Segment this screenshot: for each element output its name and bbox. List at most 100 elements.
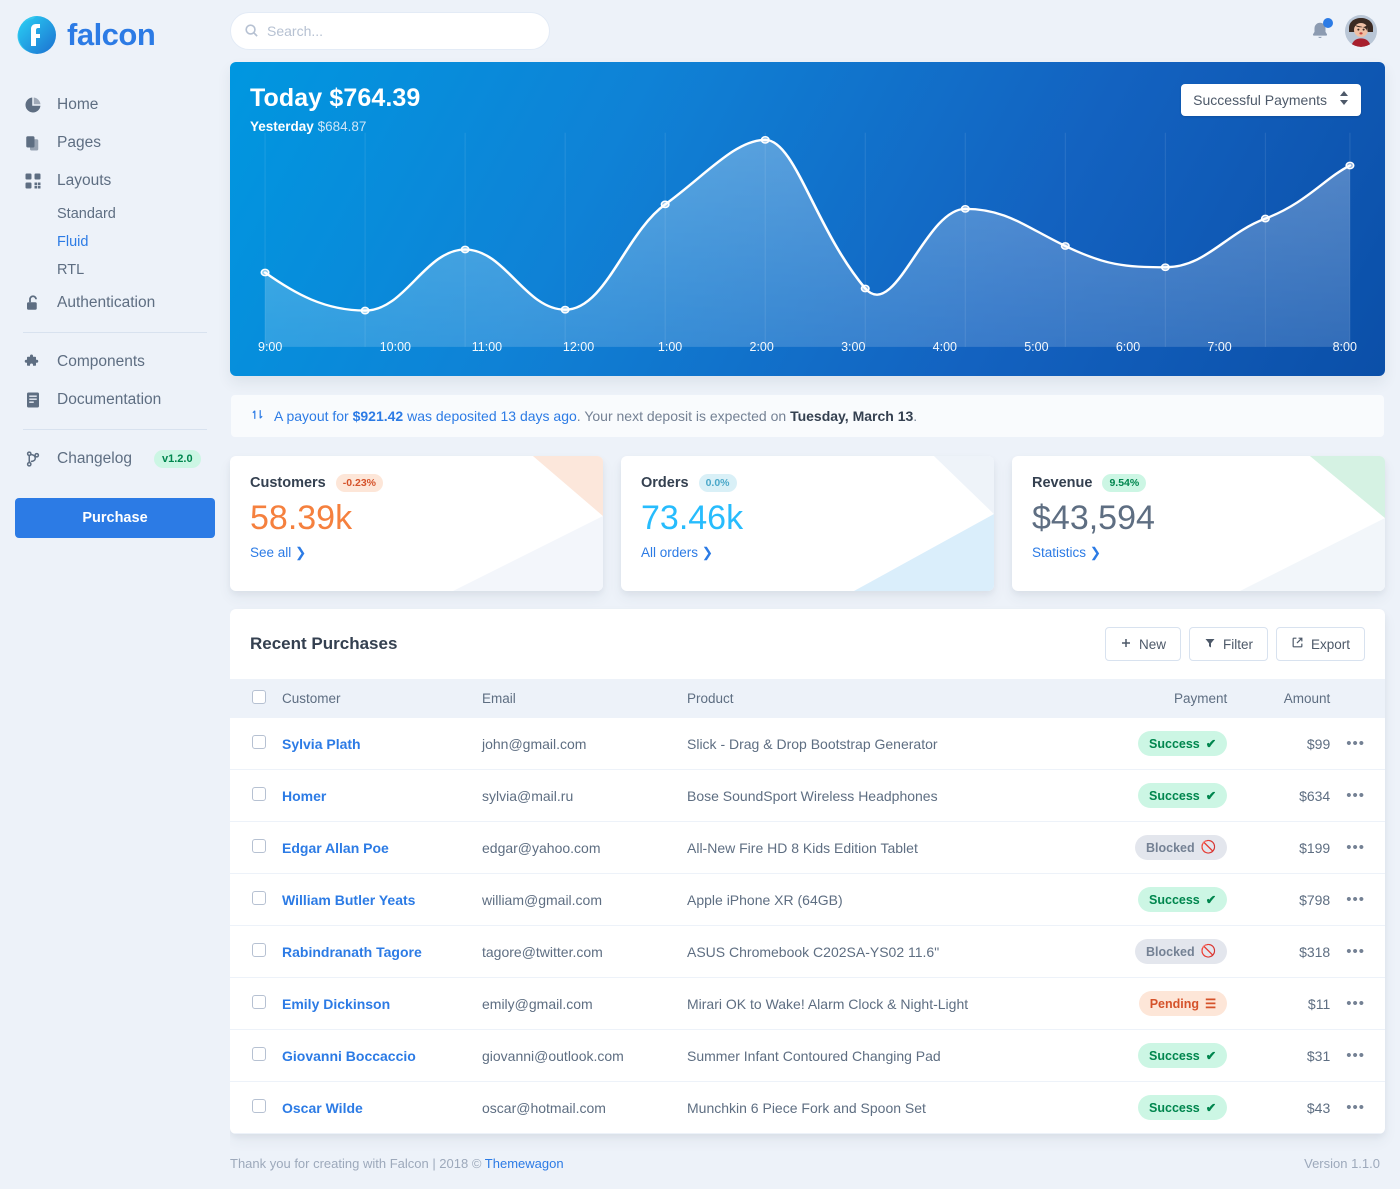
ban-icon: 🚫 [1200,840,1217,855]
export-button-label: Export [1310,636,1350,652]
x-tick: 8:00 [1332,339,1357,354]
table-row[interactable]: Oscar Wilde oscar@hotmail.com Munchkin 6… [230,1081,1385,1134]
payments-filter-select[interactable]: Successful Payments [1181,83,1361,116]
themewagon-link[interactable]: Themewagon [484,1156,564,1171]
row-amount-cell: $11 [1243,977,1339,1031]
row-checkbox[interactable] [252,1047,266,1062]
check-icon: ✔ [1205,737,1217,752]
customer-link[interactable]: Rabindranath Tagore [282,943,422,960]
chevron-updown-icon [1339,91,1349,108]
row-checkbox[interactable] [252,943,266,958]
avatar[interactable] [1345,14,1377,47]
table-row[interactable]: Giovanni Boccaccio giovanni@outlook.com … [230,1029,1385,1083]
row-menu-icon[interactable]: ••• [1346,1099,1365,1117]
purchases-table: Customer Email Product Payment Amount Sy… [230,679,1385,1134]
row-amount-cell: $318 [1243,925,1339,979]
card-decoration [1240,456,1385,592]
row-payment-cell: Success ✔ [1108,873,1244,927]
column-header-product: Product [687,691,734,707]
stat-header: Orders 0.0% [641,474,974,493]
brand[interactable]: falcon [15,0,215,70]
row-checkbox[interactable] [252,1099,266,1114]
table-row[interactable]: Edgar Allan Poe edgar@yahoo.com All-New … [230,821,1385,875]
customer-link[interactable]: Homer [282,787,327,804]
row-product-cell: All-New Fire HD 8 Kids Edition Tablet [679,821,1109,875]
sidebar-item-pages[interactable]: Pages [15,124,215,162]
customer-link[interactable]: Oscar Wilde [282,1099,363,1116]
export-button[interactable]: Export [1275,627,1365,662]
sidebar-subitem-standard[interactable]: Standard [15,200,215,228]
copy-icon [23,133,43,153]
bell-icon[interactable] [1309,17,1333,43]
status-badge-label: Blocked [1146,840,1195,855]
stat-link-all-orders[interactable]: All orders ❯ [641,545,714,561]
row-menu-icon[interactable]: ••• [1346,995,1365,1013]
sidebar-item-components[interactable]: Components [15,343,215,381]
stat-header: Customers -0.23% [250,474,583,493]
table-row[interactable]: Emily Dickinson emily@gmail.com Mirari O… [230,977,1385,1031]
row-menu-icon[interactable]: ••• [1346,735,1365,753]
new-button[interactable]: New [1104,627,1181,662]
chart-titles: Today $764.39 Yesterday $684.87 [250,84,420,134]
customer-link[interactable]: Sylvia Plath [282,735,361,752]
table-head-row: Customer Email Product Payment Amount [230,679,1385,719]
sidebar-item-home[interactable]: Home [15,86,215,124]
chart-yesterday-value: $684.87 [317,118,367,134]
table-row[interactable]: Rabindranath Tagore tagore@twitter.com A… [230,925,1385,979]
chart-today-label: Today [250,83,323,112]
page-footer: Thank you for creating with Falcon | 201… [230,1134,1385,1189]
row-email-cell: giovanni@outlook.com [474,1029,679,1083]
stat-link-statistics[interactable]: Statistics ❯ [1032,545,1102,561]
row-checkbox[interactable] [252,735,266,750]
sidebar-subitem-fluid[interactable]: Fluid [15,228,215,256]
row-email-cell: tagore@twitter.com [474,925,679,979]
sidebar-subitem-rtl[interactable]: RTL [15,256,215,284]
sidebar-item-documentation[interactable]: Documentation [15,381,215,419]
sidebar-item-authentication[interactable]: Authentication [15,284,215,322]
row-amount-cell: $798 [1243,873,1339,927]
row-actions-cell: ••• [1338,873,1385,927]
customer-link[interactable]: Emily Dickinson [282,995,391,1012]
customer-link[interactable]: Edgar Allan Poe [282,839,389,856]
customer-link[interactable]: Giovanni Boccaccio [282,1047,416,1064]
filter-button[interactable]: Filter [1188,627,1268,662]
x-tick: 2:00 [749,339,774,354]
sidebar-item-changelog[interactable]: Changelog v1.2.0 [15,440,215,478]
row-checkbox[interactable] [252,787,266,802]
row-product-cell: ASUS Chromebook C202SA-YS02 11.6" [679,925,1109,979]
filter-icon [1204,637,1216,652]
customer-link[interactable]: William Butler Yeats [282,891,416,908]
search-input[interactable] [230,11,550,50]
row-checkbox[interactable] [252,891,266,906]
stat-change-badge: -0.23% [335,474,384,493]
puzzle-icon [23,352,43,372]
row-email-cell: william@gmail.com [474,873,679,927]
stat-value: 73.46k [641,499,744,538]
sidebar-subitem-label: Standard [57,206,116,222]
select-all-header [230,679,274,718]
notification-dot [1323,17,1333,28]
table-row[interactable]: Sylvia Plath john@gmail.com Slick - Drag… [230,718,1385,771]
row-menu-icon[interactable]: ••• [1346,891,1365,909]
row-checkbox[interactable] [252,839,266,854]
row-customer-cell: Rabindranath Tagore [274,925,474,979]
check-icon: ✔ [1205,1101,1217,1116]
row-menu-icon[interactable]: ••• [1346,839,1365,857]
row-checkbox-cell [230,718,274,771]
main-content: Today $764.39 Yesterday $684.87 Successf… [230,0,1400,1189]
stat-change-badge: 9.54% [1102,474,1147,493]
row-checkbox[interactable] [252,995,266,1010]
select-all-checkbox[interactable] [252,690,266,705]
row-amount-cell: $43 [1243,1081,1339,1134]
purchase-button[interactable]: Purchase [15,498,215,538]
sidebar-item-layouts[interactable]: Layouts [15,162,215,200]
stat-link-see-all[interactable]: See all ❯ [250,545,307,561]
row-menu-icon[interactable]: ••• [1346,1047,1365,1065]
row-payment-cell: Blocked 🚫 [1108,925,1244,979]
table-row[interactable]: William Butler Yeats william@gmail.com A… [230,873,1385,927]
row-menu-icon[interactable]: ••• [1346,787,1365,805]
row-actions-cell: ••• [1338,925,1385,979]
sidebar-item-label: Components [57,353,145,370]
row-menu-icon[interactable]: ••• [1346,943,1365,961]
table-row[interactable]: Homer sylvia@mail.ru Bose SoundSport Wir… [230,769,1385,823]
